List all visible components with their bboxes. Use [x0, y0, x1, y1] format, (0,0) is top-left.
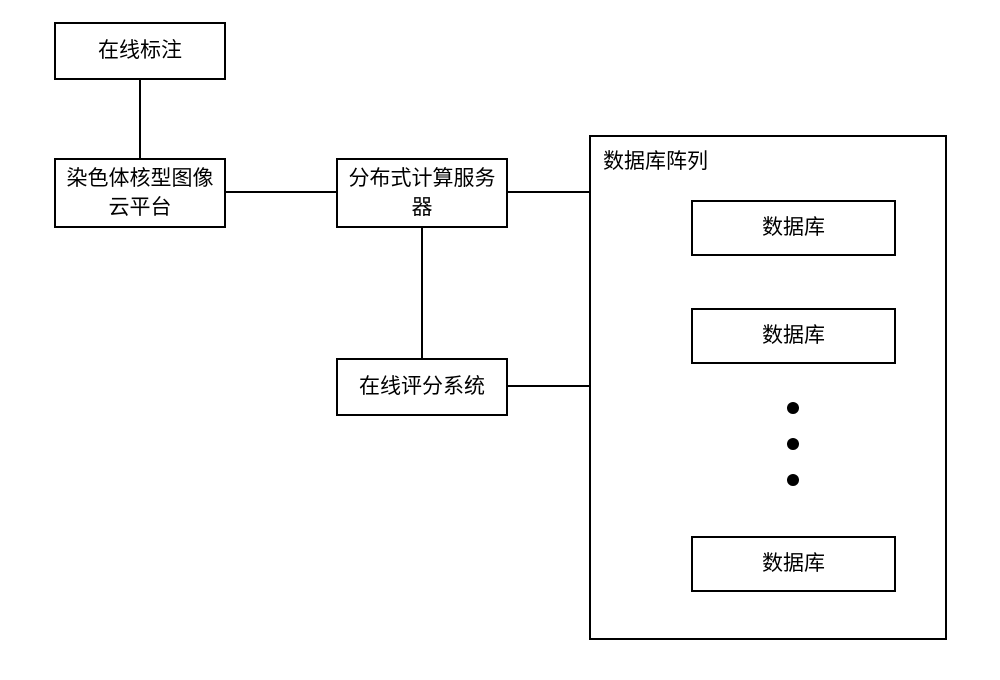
edge-server-to-scoring: [421, 228, 423, 358]
edge-server-to-dbarray: [508, 191, 589, 193]
edge-annotation-to-cloud: [139, 80, 141, 158]
node-db-3: 数据库: [691, 536, 896, 592]
node-label: 在线评分系统: [359, 372, 485, 401]
node-label: 数据库: [762, 213, 825, 242]
edge-scoring-to-dbarray: [508, 385, 589, 387]
node-db-1: 数据库: [691, 200, 896, 256]
ellipsis-dot: [787, 474, 799, 486]
node-label: 数据库: [762, 549, 825, 578]
node-label: 染色体核型图像 云平台: [67, 164, 214, 223]
node-label: 分布式计算服务 器: [349, 164, 496, 223]
node-online-annotation: 在线标注: [54, 22, 226, 80]
node-dist-server: 分布式计算服务 器: [336, 158, 508, 228]
container-title: 数据库阵列: [603, 145, 708, 175]
node-cloud-platform: 染色体核型图像 云平台: [54, 158, 226, 228]
node-scoring-system: 在线评分系统: [336, 358, 508, 416]
node-label: 数据库: [762, 321, 825, 350]
container-title-label: 数据库阵列: [603, 150, 708, 173]
edge-cloud-to-server: [226, 191, 336, 193]
ellipsis-dot: [787, 402, 799, 414]
node-label: 在线标注: [98, 36, 182, 65]
node-db-2: 数据库: [691, 308, 896, 364]
ellipsis-dot: [787, 438, 799, 450]
